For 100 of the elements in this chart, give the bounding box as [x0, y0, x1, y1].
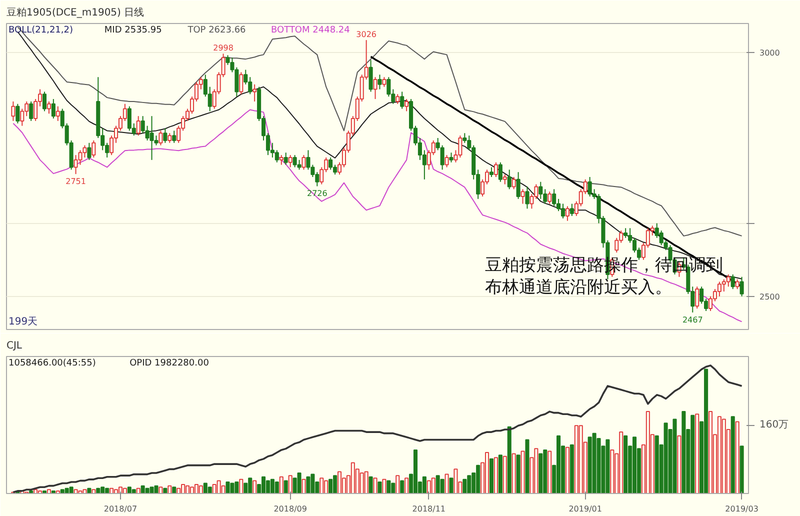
candlestick — [502, 174, 507, 185]
candlestick — [92, 140, 96, 158]
bar — [368, 476, 373, 494]
x-tick-label: 2018/07 — [104, 504, 138, 514]
bar — [163, 488, 168, 494]
candlestick — [740, 276, 744, 297]
bar — [413, 449, 418, 494]
candlestick — [548, 191, 552, 204]
candlestick — [494, 162, 498, 178]
bar — [87, 488, 92, 494]
candlestick — [552, 188, 556, 207]
bar — [154, 485, 158, 494]
candlestick — [56, 106, 60, 122]
candlestick — [516, 172, 520, 200]
bar — [449, 478, 454, 494]
candlestick — [42, 91, 47, 112]
text: MID 2535.95 — [104, 26, 162, 36]
candlestick — [498, 162, 502, 182]
candlestick — [560, 203, 566, 219]
candlestick — [520, 188, 525, 204]
candlestick — [274, 150, 279, 163]
candlestick — [570, 203, 574, 216]
x-tick-label: 2018/11 — [412, 504, 446, 514]
annotation: 3026 — [356, 30, 377, 40]
x-tick-label: 2019/01 — [568, 504, 602, 514]
bar — [297, 472, 302, 494]
bar — [378, 481, 382, 494]
candlestick — [51, 98, 56, 120]
candlestick — [29, 100, 34, 122]
candlestick — [252, 84, 257, 102]
candlestick — [444, 154, 449, 168]
candlestick — [565, 206, 570, 222]
bar — [516, 454, 520, 494]
candlestick — [449, 152, 454, 163]
candlestick — [735, 278, 740, 290]
annotation: 2751 — [66, 177, 86, 186]
bar — [538, 453, 543, 494]
bar — [306, 476, 310, 494]
bar — [672, 418, 677, 494]
candlestick — [507, 169, 512, 190]
candlestick — [624, 228, 628, 238]
text: TOP 2623.66 — [186, 26, 246, 36]
bar — [386, 480, 391, 494]
candlestick — [400, 91, 404, 110]
candlestick — [11, 100, 16, 122]
bar — [682, 411, 686, 494]
candlestick — [396, 94, 400, 104]
candlestick — [328, 156, 333, 170]
candlestick — [404, 98, 409, 112]
candlestick — [378, 74, 382, 90]
candlestick — [302, 154, 306, 170]
candlestick — [440, 144, 444, 170]
candlestick — [46, 100, 51, 114]
candlestick — [730, 274, 735, 290]
candlestick — [163, 128, 168, 144]
bar — [422, 476, 426, 494]
bar — [624, 435, 628, 494]
bar — [400, 480, 404, 494]
candlestick — [136, 116, 140, 136]
candlestick — [297, 159, 302, 170]
bar — [69, 486, 74, 494]
bar — [507, 426, 512, 494]
text: BOTTOM 2448.24 — [271, 26, 350, 36]
candlestick — [87, 142, 92, 160]
bar — [730, 416, 735, 494]
candlestick — [695, 286, 700, 310]
bar — [740, 446, 744, 494]
bar — [462, 478, 467, 494]
bar — [525, 439, 530, 494]
candlestick — [239, 72, 244, 95]
bar — [226, 481, 230, 494]
candlestick — [158, 130, 163, 146]
x-tick-label: 2019/03 — [725, 504, 758, 514]
candlestick — [16, 103, 20, 124]
bar — [172, 486, 176, 494]
x-tick-label: 2018/09 — [274, 504, 307, 514]
y-tick-label: 2500 — [760, 292, 780, 302]
bar — [284, 480, 288, 494]
candlestick — [489, 166, 494, 178]
bar — [132, 489, 136, 494]
candlestick — [288, 154, 292, 168]
chart-title: CJL — [6, 340, 22, 352]
candlestick — [512, 176, 516, 190]
candlestick — [382, 76, 386, 88]
y-tick-label: 3000 — [760, 48, 780, 58]
chart-title: 豆粕1905(DCE_m1905) 日线 — [6, 6, 144, 18]
bar — [328, 478, 333, 494]
candlestick — [172, 130, 176, 144]
annotation: OPID 1982280.00 — [130, 358, 210, 368]
annotation: 2998 — [213, 44, 234, 53]
candlestick — [368, 60, 373, 92]
annotation: 2467 — [682, 315, 703, 324]
candlestick — [726, 274, 730, 288]
bar — [266, 480, 270, 494]
candlestick — [373, 76, 378, 100]
text: 160万 — [760, 420, 789, 430]
candlestick — [279, 154, 284, 166]
bar — [498, 454, 502, 494]
bar — [274, 481, 279, 494]
bar — [440, 478, 444, 494]
